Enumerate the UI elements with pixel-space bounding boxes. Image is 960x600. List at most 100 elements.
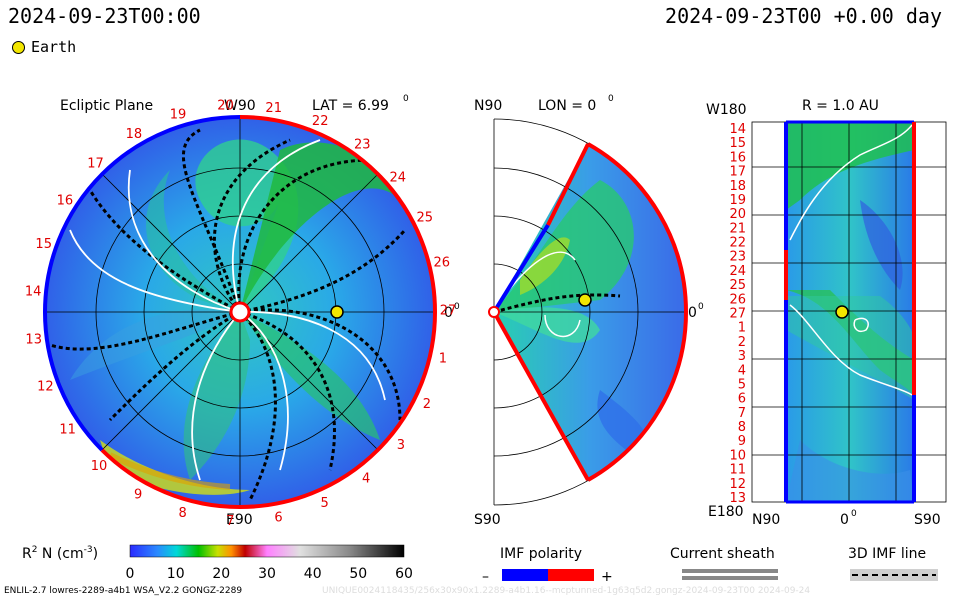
colorbar-tick-label: 10: [167, 566, 185, 582]
meridional-right-label: 0: [688, 305, 697, 321]
earth-legend: Earth: [12, 38, 76, 56]
synoptic-y-tick-label: 9: [738, 434, 746, 449]
synoptic-y-tick-label: 3: [738, 349, 746, 364]
synoptic-map-panel: W180 R = 1.0 AU E180 N90 0 0 S90 1415161…: [706, 98, 947, 528]
ecliptic-lat-label: LAT = 6.99: [312, 98, 389, 114]
synoptic-y-tick-label: 11: [729, 463, 746, 478]
carrington-tick-label: 2: [423, 397, 431, 412]
synoptic-x-label-s90: S90: [914, 512, 941, 528]
carrington-tick-label: 14: [25, 284, 42, 299]
synoptic-bottom-label: E180: [708, 504, 744, 520]
ecliptic-right-degree: 0: [454, 302, 460, 312]
colorbar-ticks: 0 10 20 30 40 50 60: [126, 566, 413, 582]
synoptic-y-tick-label: 16: [729, 150, 746, 165]
carrington-tick-label: 10: [91, 459, 108, 474]
imf-polarity-legend: IMF polarity – +: [482, 546, 613, 585]
carrington-tick-labels: 20 21222324252627123456789101112131415161…: [25, 99, 456, 529]
earth-marker-ecliptic: [330, 305, 344, 319]
ecliptic-top-label: W90: [224, 98, 256, 114]
carrington-tick-label: 3: [397, 438, 405, 453]
synoptic-y-tick-label: 27: [729, 307, 746, 322]
synoptic-x-label-n90: N90: [752, 512, 780, 528]
carrington-tick-label: 9: [134, 487, 142, 502]
sun-marker: [229, 301, 251, 323]
carrington-tick-label: 8: [179, 506, 187, 521]
carrington-tick-label: 22: [312, 114, 329, 129]
synoptic-y-tick-label: 18: [729, 179, 746, 194]
synoptic-density-structure: [786, 122, 914, 502]
carrington-tick-label: 24: [390, 171, 407, 186]
synoptic-y-tick-label: 23: [729, 250, 746, 265]
colorbar-tick-label: 40: [304, 566, 322, 582]
ecliptic-right-label: 0: [444, 305, 453, 321]
synoptic-y-tick-label: 1: [738, 321, 746, 336]
carrington-tick-label: 15: [35, 237, 52, 252]
earth-marker-synoptic: [835, 305, 849, 319]
meridional-imf-line: [493, 293, 621, 314]
colorbar-gradient: [129, 544, 405, 558]
earth-marker-meridional: [578, 293, 592, 307]
colorbar-tick-label: 30: [258, 566, 276, 582]
carrington-tick-label: 5: [320, 496, 328, 511]
meridional-plane-panel: N90 LON = 0 0 S90 0 0: [474, 94, 704, 528]
synoptic-top-label: W180: [706, 102, 747, 118]
carrington-tick-label: 12: [37, 379, 54, 394]
synoptic-y-tick-label: 19: [729, 193, 746, 208]
colorbar-tick-label: 20: [212, 566, 230, 582]
synoptic-x-label-zero: 0: [840, 512, 849, 528]
ecliptic-plane-panel: Ecliptic Plane W90 LAT = 6.99 0 E90 0 0 …: [25, 94, 460, 529]
synoptic-y-tick-label: 4: [738, 363, 746, 378]
synoptic-y-tick-label: 10: [729, 448, 746, 463]
meridional-lon-label: LON = 0: [538, 98, 596, 114]
carrington-tick-label: 7: [226, 514, 234, 529]
colorbar-tick-label: 60: [395, 566, 413, 582]
synoptic-y-ticks: 1415161718192021222324252627123456789101…: [729, 122, 746, 506]
current-sheath-title: Current sheath: [670, 546, 775, 562]
meridional-lon-degree: 0: [608, 94, 614, 104]
imf-positive-swatch: [548, 569, 594, 581]
carrington-tick-label: 17: [87, 156, 104, 171]
timestamp-right: 2024-09-23T00 +0.00 day: [665, 4, 942, 28]
colorbar-tick-label: 0: [126, 566, 135, 582]
imf-polarity-title: IMF polarity: [500, 546, 582, 562]
synoptic-y-tick-label: 7: [738, 406, 746, 421]
carrington-tick-label: 11: [59, 422, 76, 437]
carrington-tick-label: 26: [434, 256, 451, 271]
colorbar: R2 N (cm-3) 0 10 20 30 40 50 60: [22, 544, 413, 582]
synoptic-y-tick-label: 17: [729, 165, 746, 180]
carrington-tick-label: 4: [362, 471, 370, 486]
earth-legend-label: Earth: [31, 38, 77, 56]
synoptic-y-tick-label: 14: [729, 122, 746, 137]
current-sheath-legend: Current sheath: [670, 546, 778, 580]
synoptic-y-tick-label: 12: [729, 477, 746, 492]
synoptic-y-tick-label: 8: [738, 420, 746, 435]
earth-marker-icon: [12, 40, 25, 54]
synoptic-y-tick-label: 25: [729, 278, 746, 293]
carrington-tick-label: 6: [274, 510, 282, 525]
carrington-tick-label: 13: [25, 333, 42, 348]
meridional-right-degree: 0: [698, 302, 704, 312]
current-sheath-lines: [69, 139, 386, 481]
ecliptic-lat-degree: 0: [403, 94, 409, 104]
imf-negative-swatch: [502, 569, 548, 581]
ecliptic-bottom-label: E90: [226, 512, 253, 528]
synoptic-y-tick-label: 26: [729, 292, 746, 307]
synoptic-y-tick-label: 24: [729, 264, 746, 279]
carrington-tick-label: 21: [265, 101, 282, 116]
carrington-tick-label: 18: [126, 127, 143, 142]
synoptic-y-tick-label: 2: [738, 335, 746, 350]
imf3d-legend: 3D IMF line: [848, 546, 938, 581]
meridional-bottom-label: S90: [474, 512, 501, 528]
imf-plus-label: +: [601, 569, 613, 585]
carrington-tick-label: 23: [354, 138, 371, 153]
synoptic-y-tick-label: 5: [738, 378, 746, 393]
timestamp-left: 2024-09-23T00:00: [8, 4, 201, 28]
carrington-tick-label: 25: [417, 211, 434, 226]
footer-run-id: UNIQUE0024118435/256x30x90x1.2289-a4b1.1…: [322, 586, 811, 596]
carrington-tick-label: 19: [170, 107, 187, 122]
carrington-tick-label: 27: [440, 304, 457, 319]
synoptic-y-tick-label: 21: [729, 221, 746, 236]
footer-run-info: ENLIL-2.7 lowres-2289-a4b1 WSA_V2.2 GONG…: [4, 586, 243, 596]
synoptic-y-tick-label: 13: [729, 491, 746, 506]
